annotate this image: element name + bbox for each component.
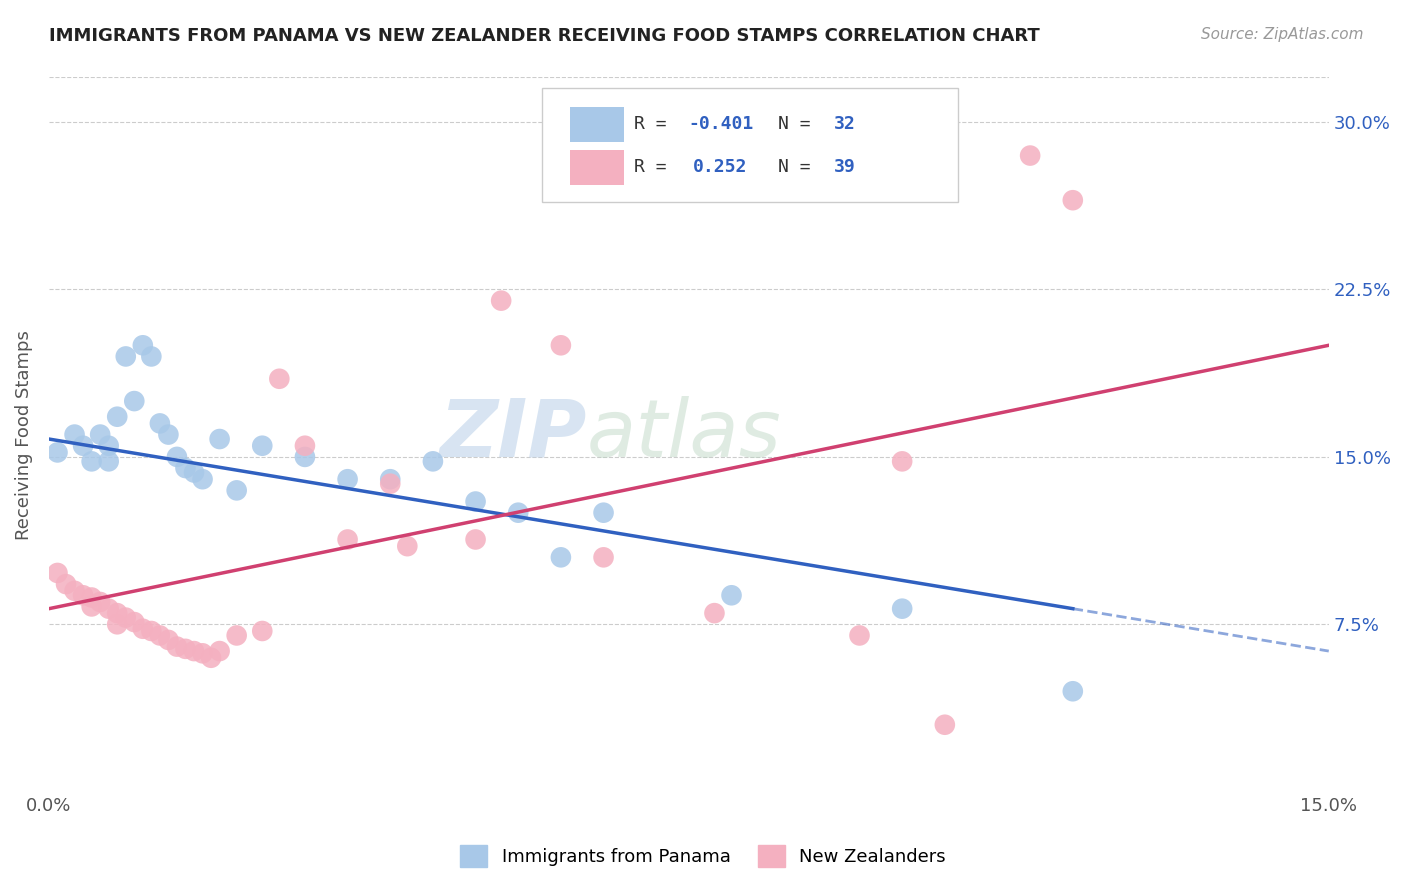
Point bbox=[891, 454, 914, 468]
Point bbox=[114, 350, 136, 364]
Point bbox=[1062, 193, 1084, 207]
Point bbox=[550, 338, 572, 352]
Point bbox=[252, 624, 274, 638]
Point bbox=[105, 617, 128, 632]
Point bbox=[269, 372, 291, 386]
Text: 0.252: 0.252 bbox=[693, 158, 747, 176]
Point bbox=[97, 601, 120, 615]
Text: ZIP: ZIP bbox=[439, 395, 586, 474]
Point bbox=[72, 588, 94, 602]
Point bbox=[200, 650, 222, 665]
Point bbox=[157, 427, 180, 442]
Point bbox=[174, 641, 197, 656]
Legend: Immigrants from Panama, New Zealanders: Immigrants from Panama, New Zealanders bbox=[453, 838, 953, 874]
FancyBboxPatch shape bbox=[569, 150, 624, 185]
Point bbox=[1019, 148, 1042, 162]
Point bbox=[380, 472, 402, 486]
Point bbox=[166, 450, 188, 464]
Point bbox=[225, 628, 247, 642]
Text: IMMIGRANTS FROM PANAMA VS NEW ZEALANDER RECEIVING FOOD STAMPS CORRELATION CHART: IMMIGRANTS FROM PANAMA VS NEW ZEALANDER … bbox=[49, 27, 1040, 45]
Point bbox=[464, 533, 486, 547]
Point bbox=[174, 461, 197, 475]
Point bbox=[208, 644, 231, 658]
Text: R =: R = bbox=[634, 115, 678, 133]
Point bbox=[508, 506, 530, 520]
Point bbox=[294, 439, 316, 453]
Point bbox=[848, 628, 870, 642]
Point bbox=[191, 646, 214, 660]
Point bbox=[380, 476, 402, 491]
Point bbox=[464, 494, 486, 508]
Point bbox=[89, 427, 111, 442]
Point bbox=[191, 472, 214, 486]
Point bbox=[336, 533, 359, 547]
Text: N =: N = bbox=[779, 158, 823, 176]
Point bbox=[80, 454, 103, 468]
Point bbox=[63, 427, 86, 442]
Text: 32: 32 bbox=[834, 115, 855, 133]
Point bbox=[934, 717, 956, 731]
Point bbox=[225, 483, 247, 498]
Point bbox=[149, 417, 172, 431]
Point bbox=[252, 439, 274, 453]
Point bbox=[149, 628, 172, 642]
FancyBboxPatch shape bbox=[569, 107, 624, 142]
Point bbox=[157, 632, 180, 647]
Point bbox=[166, 640, 188, 654]
Point bbox=[294, 450, 316, 464]
Point bbox=[63, 583, 86, 598]
Point bbox=[489, 293, 512, 308]
Point bbox=[72, 439, 94, 453]
Point bbox=[550, 550, 572, 565]
Point bbox=[1062, 684, 1084, 698]
Point bbox=[396, 539, 419, 553]
Point bbox=[114, 610, 136, 624]
Point bbox=[703, 606, 725, 620]
Point bbox=[720, 588, 742, 602]
Text: -0.401: -0.401 bbox=[689, 115, 754, 133]
Point bbox=[592, 550, 614, 565]
Point bbox=[592, 506, 614, 520]
Text: atlas: atlas bbox=[586, 395, 782, 474]
Point bbox=[89, 595, 111, 609]
Point bbox=[97, 454, 120, 468]
Point bbox=[80, 599, 103, 614]
Point bbox=[336, 472, 359, 486]
Point bbox=[105, 409, 128, 424]
Point bbox=[141, 350, 163, 364]
Point bbox=[891, 601, 914, 615]
Point bbox=[132, 622, 155, 636]
Text: N =: N = bbox=[779, 115, 823, 133]
Point bbox=[183, 644, 205, 658]
Point bbox=[80, 591, 103, 605]
Point bbox=[422, 454, 444, 468]
Y-axis label: Receiving Food Stamps: Receiving Food Stamps bbox=[15, 330, 32, 540]
Point bbox=[124, 394, 146, 409]
Text: R =: R = bbox=[634, 158, 678, 176]
Point bbox=[208, 432, 231, 446]
Point bbox=[124, 615, 146, 629]
Point bbox=[141, 624, 163, 638]
Text: 39: 39 bbox=[834, 158, 855, 176]
Point bbox=[183, 466, 205, 480]
Point bbox=[132, 338, 155, 352]
Text: Source: ZipAtlas.com: Source: ZipAtlas.com bbox=[1201, 27, 1364, 42]
Point bbox=[97, 439, 120, 453]
Point bbox=[46, 566, 69, 580]
Point bbox=[55, 577, 77, 591]
Point bbox=[105, 606, 128, 620]
FancyBboxPatch shape bbox=[541, 88, 957, 202]
Point bbox=[46, 445, 69, 459]
